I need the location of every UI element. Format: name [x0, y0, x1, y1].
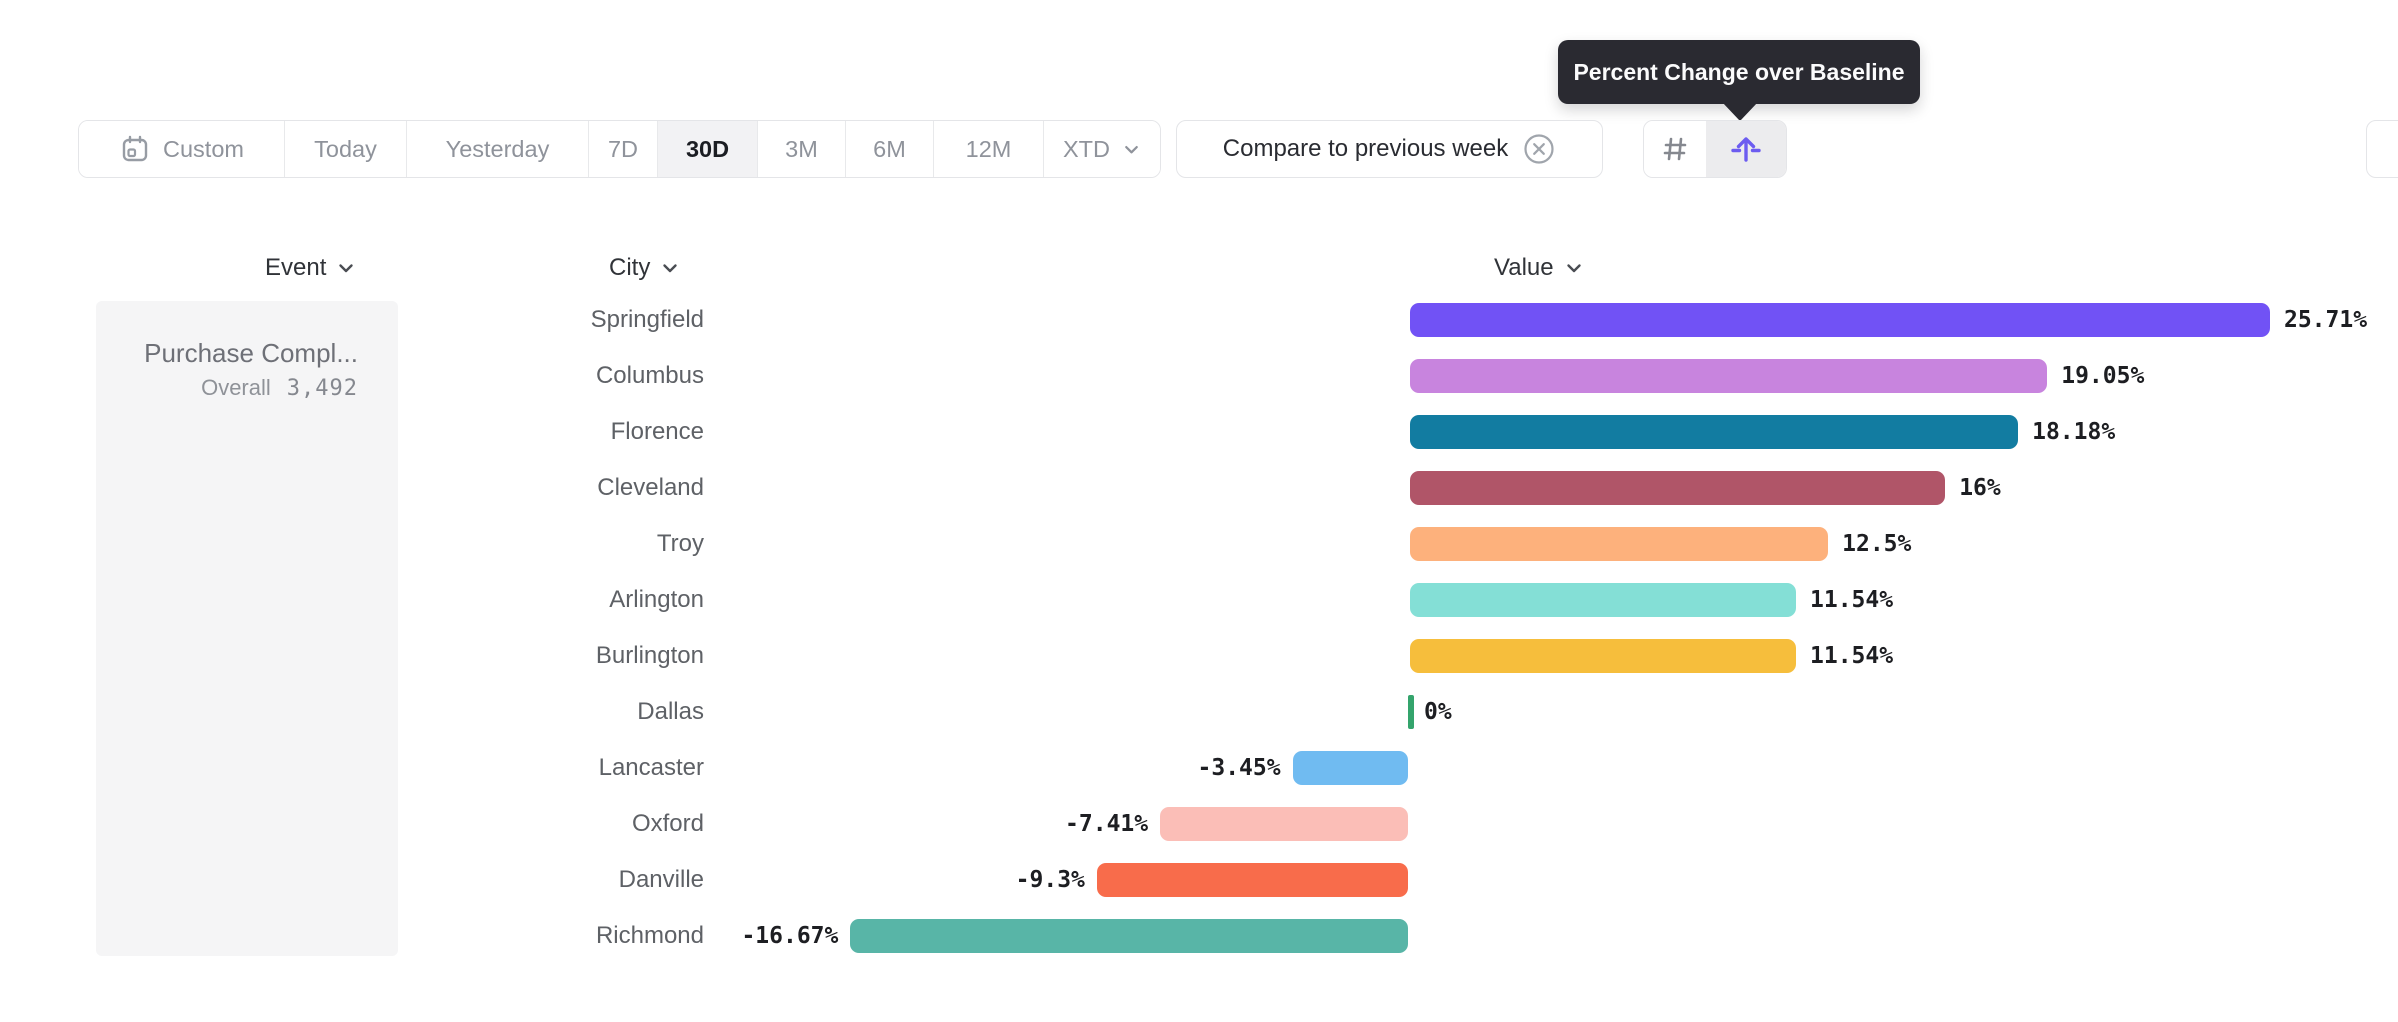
bar-florence[interactable] — [1410, 415, 2018, 449]
hash-icon — [1658, 132, 1692, 166]
compare-to-previous-week-button[interactable]: Compare to previous week — [1176, 120, 1603, 178]
value-label-oxford: -7.41% — [1065, 811, 1149, 837]
city-label-arlington: Arlington — [609, 586, 704, 613]
event-card[interactable]: Purchase Compl... Overall 3,492 — [96, 301, 398, 956]
value-label-dallas: 0% — [1424, 699, 1452, 725]
range-button-7d[interactable]: 7D — [589, 121, 658, 177]
event-metric-label: Overall — [201, 375, 271, 400]
city-label-lancaster: Lancaster — [598, 754, 704, 781]
chevron-down-icon — [336, 258, 356, 278]
value-label-danville: -9.3% — [1015, 867, 1085, 893]
value-label-richmond: -16.67% — [741, 923, 839, 949]
date-range-group: Custom Today Yesterday 7D 30D 3M 6M 12M XTD — [78, 120, 1161, 178]
city-label-richmond: Richmond — [595, 922, 704, 949]
city-label-florence: Florence — [610, 418, 704, 445]
tooltip-caret — [1722, 102, 1758, 121]
clipped-toolbar-button[interactable] — [2366, 120, 2398, 178]
value-label-troy: 12.5% — [1842, 531, 1912, 557]
range-button-today[interactable]: Today — [285, 121, 407, 177]
city-label-troy: Troy — [656, 530, 704, 557]
bar-lancaster[interactable] — [1293, 751, 1408, 785]
range-button-custom[interactable]: Custom — [79, 121, 285, 177]
tooltip-text: Percent Change over Baseline — [1573, 58, 1905, 85]
city-label-oxford: Oxford — [631, 810, 704, 837]
bar-dallas[interactable] — [1408, 695, 1414, 729]
event-header-label: Event — [265, 254, 327, 281]
city-label-danville: Danville — [618, 866, 704, 893]
value-label-columbus: 19.05% — [2061, 363, 2145, 389]
chevron-down-icon — [1564, 258, 1584, 278]
range-label: 30D — [685, 135, 730, 162]
arrow-up-baseline-icon — [1728, 131, 1764, 167]
range-button-30d[interactable]: 30D — [658, 121, 758, 177]
range-button-12m[interactable]: 12M — [934, 121, 1044, 177]
bar-burlington[interactable] — [1410, 639, 1796, 673]
city-label-dallas: Dallas — [637, 698, 704, 725]
city-label-burlington: Burlington — [595, 642, 704, 669]
calendar-icon — [119, 133, 151, 165]
range-label: 7D — [607, 135, 639, 162]
chart-view-toggle — [1643, 120, 1787, 178]
bar-troy[interactable] — [1410, 527, 1828, 561]
bar-cleveland[interactable] — [1410, 471, 1945, 505]
event-title: Purchase Compl... — [144, 338, 358, 368]
bar-arlington[interactable] — [1410, 583, 1796, 617]
value-header-label: Value — [1494, 254, 1554, 281]
range-button-3m[interactable]: 3M — [758, 121, 846, 177]
bar-oxford[interactable] — [1160, 807, 1408, 841]
value-label-florence: 18.18% — [2032, 419, 2116, 445]
value-label-springfield: 25.71% — [2283, 307, 2368, 333]
range-label: 12M — [965, 135, 1012, 162]
value-label-arlington: 11.54% — [1810, 587, 1894, 613]
city-header-label: City — [609, 254, 651, 281]
city-label-columbus: Columbus — [595, 362, 704, 389]
range-label: 3M — [785, 135, 818, 162]
event-metric-value: 3,492 — [286, 376, 358, 401]
city-label-cleveland: Cleveland — [597, 474, 704, 501]
bar-columbus[interactable] — [1410, 359, 2047, 393]
range-button-6m[interactable]: 6M — [846, 121, 934, 177]
value-label-burlington: 11.54% — [1810, 643, 1894, 669]
chevron-down-icon — [1122, 140, 1141, 159]
compare-label: Compare to previous week — [1222, 135, 1509, 162]
x-circle-icon[interactable] — [1522, 132, 1556, 166]
column-header-event[interactable]: Event — [265, 250, 356, 286]
range-label: Custom — [163, 135, 244, 162]
value-label-lancaster: -3.45% — [1197, 755, 1281, 781]
range-label: XTD — [1063, 135, 1110, 162]
city-label-springfield: Springfield — [590, 306, 704, 333]
column-header-value[interactable]: Value — [1494, 250, 1584, 286]
bar-richmond[interactable] — [850, 919, 1408, 953]
column-header-city[interactable]: City — [609, 250, 680, 286]
range-label: Yesterday — [445, 135, 550, 162]
range-button-xtd[interactable]: XTD — [1044, 121, 1160, 177]
percent-change-view-button[interactable] — [1706, 121, 1786, 177]
value-label-cleveland: 16% — [1959, 475, 2001, 501]
tooltip: Percent Change over Baseline — [1558, 40, 1920, 104]
event-metric: Overall 3,492 — [116, 375, 358, 401]
range-button-yesterday[interactable]: Yesterday — [407, 121, 589, 177]
bar-springfield[interactable] — [1410, 303, 2270, 337]
range-label: 6M — [873, 135, 906, 162]
range-label: Today — [314, 135, 377, 162]
number-view-button[interactable] — [1644, 121, 1706, 177]
chevron-down-icon — [660, 258, 680, 278]
bar-danville[interactable] — [1097, 863, 1408, 897]
